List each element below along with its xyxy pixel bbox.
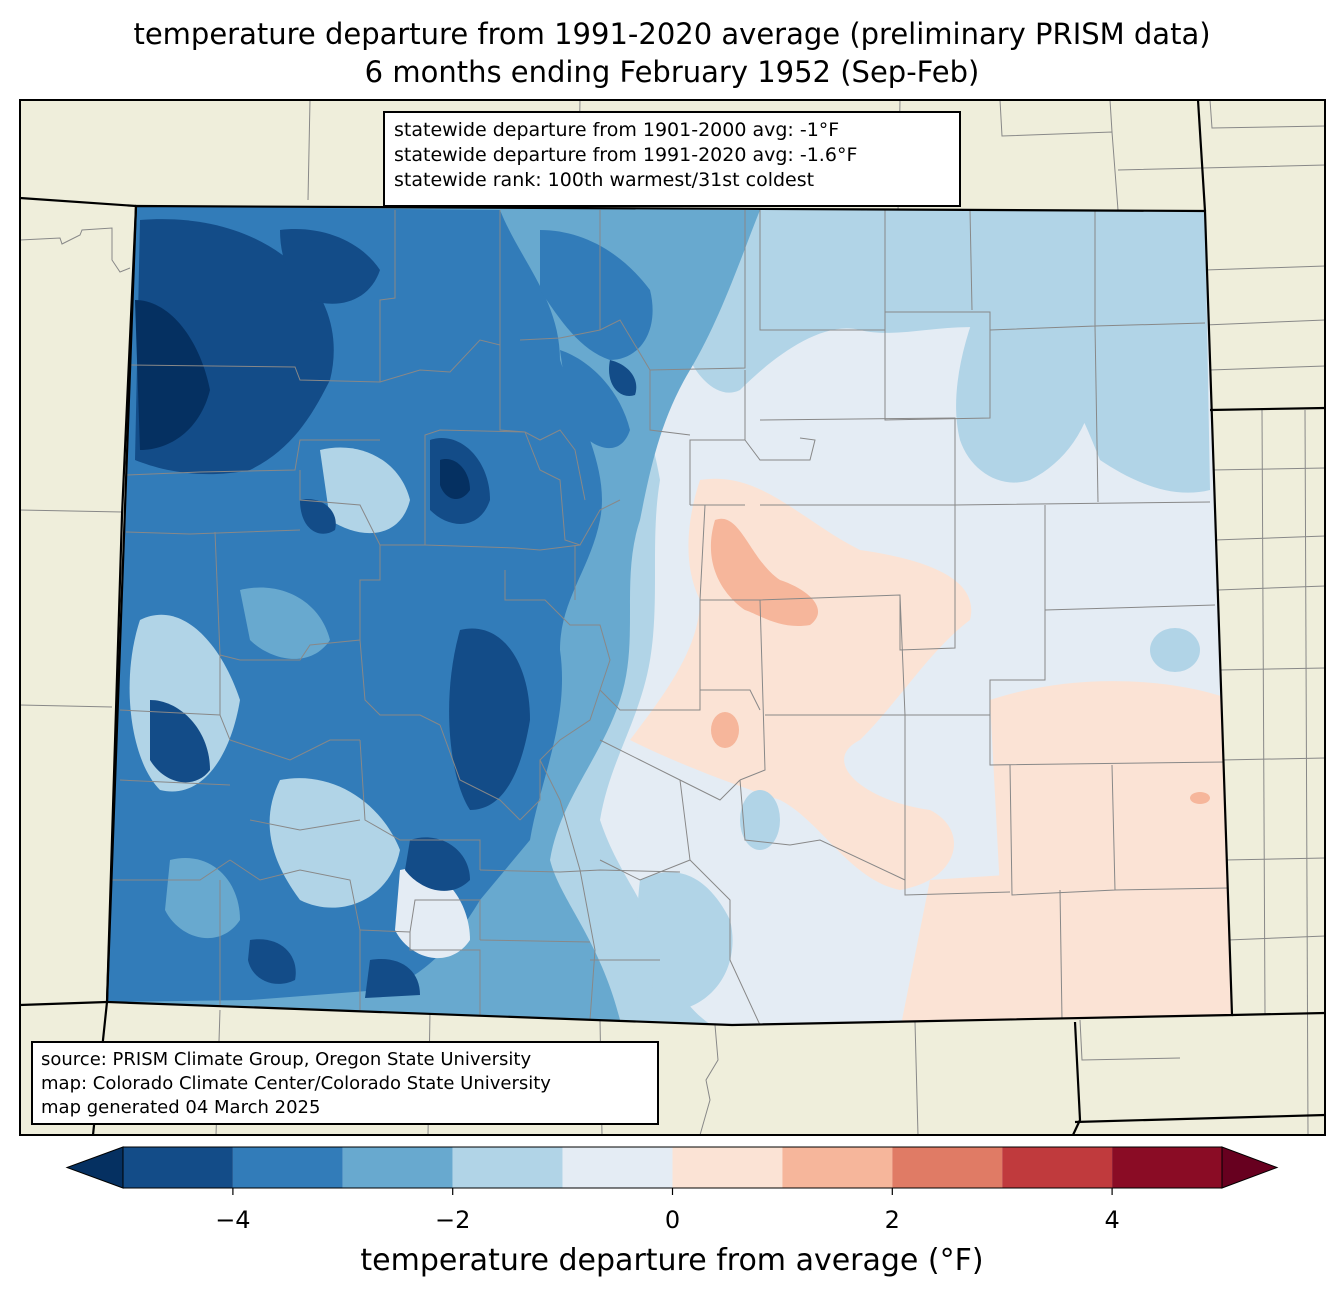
colorbar-tick-label: −4 [215, 1206, 251, 1234]
source-line-3: map generated 04 March 2025 [41, 1097, 321, 1118]
colorbar [65, 1146, 1279, 1195]
colorbar-cell [452, 1147, 563, 1188]
colorbar-cell [1112, 1147, 1222, 1188]
title-line-2: 6 months ending February 1952 (Sep-Feb) [364, 55, 980, 89]
statewide-stats-box: statewide departure from 1901-2000 avg: … [383, 111, 961, 207]
colorbar-cell [123, 1147, 233, 1188]
source-line-1: source: PRISM Climate Group, Oregon Stat… [41, 1049, 532, 1070]
title-line-1: temperature departure from 1991-2020 ave… [133, 17, 1211, 51]
colorbar-cell [1002, 1147, 1113, 1188]
source-line-2: map: Colorado Climate Center/Colorado St… [41, 1073, 551, 1094]
colorbar-cell [562, 1147, 673, 1188]
colorbar-extend-low [65, 1146, 124, 1189]
map-frame [19, 99, 1326, 1136]
colorbar-tick-label: −2 [434, 1206, 471, 1234]
temperature-departure-field [107, 206, 1232, 1025]
colorbar-cell [782, 1147, 893, 1188]
stats-line-3: statewide rank: 100th warmest/31st colde… [394, 169, 815, 191]
county-boundaries [110, 209, 1229, 1025]
colorbar-tick-label: 0 [664, 1206, 681, 1234]
colorbar-cell [232, 1147, 343, 1188]
colorbar-extend-high [1221, 1146, 1279, 1189]
colorbar-tick-label: 2 [884, 1206, 900, 1234]
colorbar-label: temperature departure from average (°F) [360, 1243, 984, 1278]
colorbar-tick-label: 4 [1104, 1206, 1120, 1234]
source-box: source: PRISM Climate Group, Oregon Stat… [31, 1041, 659, 1125]
colorbar-cell [892, 1147, 1003, 1188]
colorbar-cell [672, 1147, 783, 1188]
stats-line-2: statewide departure from 1991-2020 avg: … [394, 144, 858, 166]
stats-line-1: statewide departure from 1901-2000 avg: … [394, 119, 840, 141]
colorado-map [19, 99, 1326, 1136]
colorbar-cell [342, 1147, 453, 1188]
